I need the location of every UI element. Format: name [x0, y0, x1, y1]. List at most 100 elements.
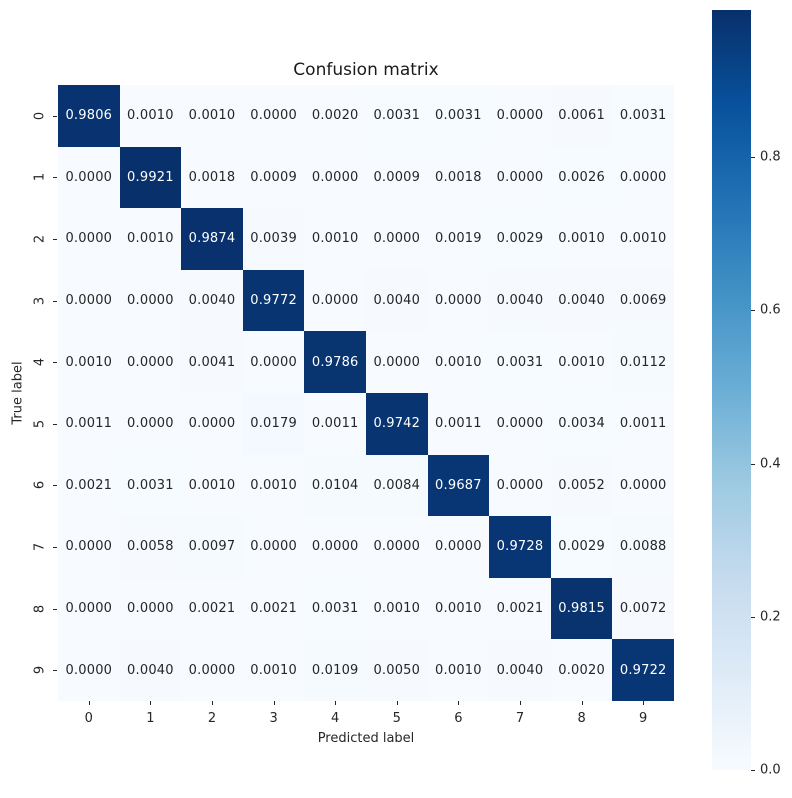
heatmap-cell: 0.0000: [489, 146, 551, 209]
heatmap-cell: 0.0104: [304, 454, 366, 517]
heatmap-cell: 0.0109: [304, 639, 366, 701]
heatmap-cell: 0.0000: [304, 516, 366, 578]
y-tick-mark: [53, 239, 57, 240]
heatmap-cell: 0.0052: [550, 454, 613, 517]
x-tick-mark: [643, 701, 645, 705]
y-tick-label: 7: [32, 542, 48, 552]
y-tick-label: 1: [32, 173, 48, 182]
heatmap-cell: 0.0000: [58, 208, 120, 270]
colorbar-tick-label: 0.2: [760, 609, 781, 625]
x-axis-label: Predicted label: [317, 731, 415, 746]
heatmap-cell: 0.0018: [427, 146, 490, 209]
y-tick-mark: [53, 608, 57, 610]
heatmap-cell: 0.0179: [242, 392, 305, 455]
y-tick-mark: [53, 177, 57, 179]
y-tick-mark: [53, 670, 57, 672]
heatmap-cell: 0.0000: [181, 639, 243, 701]
heatmap-cell: 0.0040: [181, 269, 243, 332]
heatmap-cell: 0.0000: [119, 392, 182, 455]
x-tick-mark: [581, 701, 583, 705]
heatmap-cell: 0.0010: [58, 331, 120, 393]
colorbar-tick-label: 0.4: [760, 456, 781, 472]
x-tick-mark: [396, 701, 398, 705]
heatmap-cell: 0.9687: [427, 454, 490, 517]
heatmap-grid: 0.9806 0.0010 0.0010 0.0000 0.0020 0.0031 0.00…: [58, 85, 674, 701]
heatmap-cell: 0.0000: [489, 85, 551, 147]
y-tick-label: 9: [32, 666, 48, 675]
y-tick-label: 8: [32, 604, 48, 613]
heatmap-cell: 0.0000: [304, 269, 366, 332]
heatmap-cell: 0.9728: [489, 516, 551, 578]
heatmap-cell: 0.0031: [119, 454, 182, 517]
heatmap-cell: 0.0000: [304, 146, 366, 209]
x-tick-mark: [88, 701, 90, 705]
heatmap-cell: 0.0010: [427, 639, 490, 701]
heatmap-cell: 0.0000: [427, 516, 490, 578]
heatmap-cell: 0.9786: [304, 331, 366, 393]
heatmap-cell: 0.0010: [550, 331, 613, 393]
heatmap-cell: 0.0010: [427, 577, 490, 640]
heatmap-cell: 0.0041: [181, 331, 243, 393]
heatmap-cell: 0.0010: [119, 208, 182, 270]
heatmap-cell: 0.0000: [489, 392, 551, 455]
colorbar-tick-mark: [751, 463, 755, 465]
heatmap-cell: 0.0088: [612, 516, 674, 578]
heatmap-cell: 0.9742: [365, 392, 428, 455]
y-tick-label: 2: [32, 234, 48, 244]
heatmap-cell: 0.0020: [550, 639, 613, 701]
y-tick-label: 0: [32, 111, 48, 120]
heatmap-cell: 0.0031: [612, 85, 674, 147]
heatmap-cell: 0.0084: [365, 454, 428, 517]
colorbar-tick-label: 0.6: [760, 302, 781, 318]
heatmap-cell: 0.0010: [304, 208, 366, 270]
y-tick-mark: [53, 362, 57, 364]
heatmap-cell: 0.0000: [365, 208, 428, 270]
y-tick-label: 3: [32, 296, 48, 305]
heatmap-cell: 0.0000: [427, 269, 490, 332]
heatmap-cell: 0.0112: [612, 331, 674, 393]
colorbar-tick-mark: [751, 770, 755, 771]
heatmap-cell: 0.0040: [365, 269, 428, 332]
heatmap-cell: 0.0010: [612, 208, 674, 270]
heatmap-cell: 0.0010: [119, 85, 182, 147]
heatmap-cell: 0.0010: [181, 85, 243, 147]
heatmap-cell: 0.0010: [242, 454, 305, 517]
heatmap-cell: 0.0000: [612, 146, 674, 209]
heatmap-cell: 0.0029: [489, 208, 551, 270]
y-tick-label: 6: [32, 481, 48, 490]
heatmap-cell: 0.0009: [242, 146, 305, 209]
colorbar-tick-label: 0.0: [760, 762, 781, 778]
heatmap-cell: 0.9874: [181, 208, 243, 270]
y-tick-label: 5: [32, 419, 48, 428]
heatmap-cell: 0.0031: [489, 331, 551, 393]
heatmap-cell: 0.0040: [489, 639, 551, 701]
heatmap-cell: 0.0021: [489, 577, 551, 640]
heatmap-cell: 0.0010: [550, 208, 613, 270]
heatmap-cell: 0.0031: [304, 577, 366, 640]
heatmap-cell: 0.0021: [58, 454, 120, 517]
x-tick-label: 5: [392, 711, 401, 726]
heatmap-cell: 0.0000: [58, 516, 120, 578]
heatmap-cell: 0.0000: [58, 146, 120, 209]
x-tick-label: 4: [331, 711, 340, 726]
heatmap-cell: 0.0010: [242, 639, 305, 701]
heatmap-cell: 0.0000: [365, 331, 428, 393]
heatmap-cell: 0.9772: [242, 269, 305, 332]
heatmap-cell: 0.9921: [119, 146, 182, 209]
heatmap-cell: 0.0000: [119, 577, 182, 640]
heatmap-cell: 0.0011: [427, 392, 490, 455]
colorbar-tick-label: 0.8: [760, 149, 781, 165]
heatmap-cell: 0.0000: [58, 269, 120, 332]
heatmap-cell: 0.0031: [427, 85, 490, 147]
heatmap-cell: 0.9815: [550, 577, 613, 640]
heatmap-cell: 0.0010: [365, 577, 428, 640]
heatmap-cell: 0.0031: [365, 85, 428, 147]
x-tick-mark: [520, 701, 521, 705]
y-tick-mark: [53, 547, 57, 548]
y-axis-label: True label: [10, 361, 26, 425]
heatmap-cell: 0.0021: [181, 577, 243, 640]
x-tick-mark: [273, 701, 275, 705]
colorbar-tick-mark: [751, 157, 755, 159]
heatmap-cell: 0.0058: [119, 516, 182, 578]
heatmap-cell: 0.0097: [181, 516, 243, 578]
